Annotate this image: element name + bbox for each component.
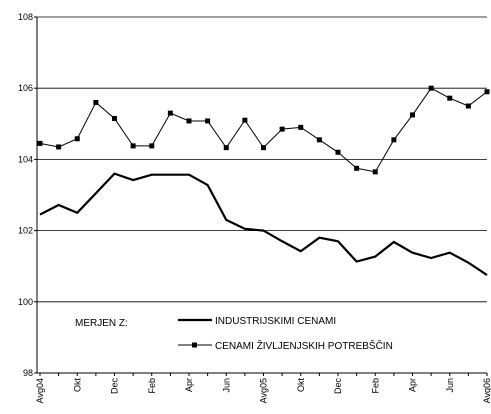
legend-label: INDUSTRIJSKIMI CENAMI — [215, 316, 336, 327]
x-tick-label: Jun — [445, 378, 455, 393]
x-tick-label: Dec — [333, 378, 343, 395]
point-marker — [391, 137, 397, 143]
x-tick-label: Apr — [408, 378, 418, 392]
legend-marker — [192, 342, 197, 348]
series-line — [39, 172, 488, 277]
x-tick-label: Feb — [370, 378, 380, 394]
point-marker — [428, 85, 434, 91]
y-tick-label: 98 — [23, 368, 33, 378]
point-marker — [56, 144, 62, 150]
point-marker — [335, 149, 341, 155]
point-marker — [112, 115, 117, 121]
x-tick-label: Feb — [147, 378, 157, 394]
x-tick-label: Avg06 — [482, 378, 491, 403]
y-tick-label: 106 — [18, 83, 33, 93]
y-tick-label: 102 — [18, 226, 33, 236]
y-tick-label: 104 — [18, 154, 33, 164]
point-marker — [465, 103, 471, 109]
point-marker — [149, 143, 155, 149]
point-marker — [410, 112, 415, 118]
point-marker — [316, 137, 322, 143]
x-tick-label: Avg04 — [35, 378, 45, 403]
legend-title: MERJEN Z: — [75, 318, 128, 329]
point-marker — [447, 95, 453, 101]
x-tick-label: Apr — [184, 378, 194, 392]
x-tick-label: Okt — [296, 378, 306, 393]
point-marker — [242, 117, 248, 123]
point-marker — [261, 145, 266, 151]
legend-label: CENAMI ŽIVLJENJSKIH POTREBŠČIN — [215, 339, 393, 352]
x-tick-label: Jun — [221, 378, 231, 393]
point-marker — [37, 140, 43, 146]
y-tick-label: 100 — [18, 297, 33, 307]
x-tick-label: Avg05 — [259, 378, 269, 403]
point-marker — [354, 165, 360, 171]
point-marker — [74, 136, 80, 142]
point-marker — [93, 99, 99, 105]
point-marker — [279, 126, 285, 132]
x-tick-label: Okt — [72, 378, 82, 393]
point-marker — [130, 143, 136, 149]
x-tick-label: Dec — [110, 378, 120, 395]
point-marker — [205, 118, 211, 124]
point-marker — [484, 89, 490, 95]
y-tick-label: 108 — [18, 12, 33, 22]
point-marker — [223, 145, 229, 151]
point-marker — [372, 169, 378, 175]
point-marker — [186, 118, 192, 124]
point-marker — [167, 110, 173, 116]
point-marker — [298, 124, 304, 130]
